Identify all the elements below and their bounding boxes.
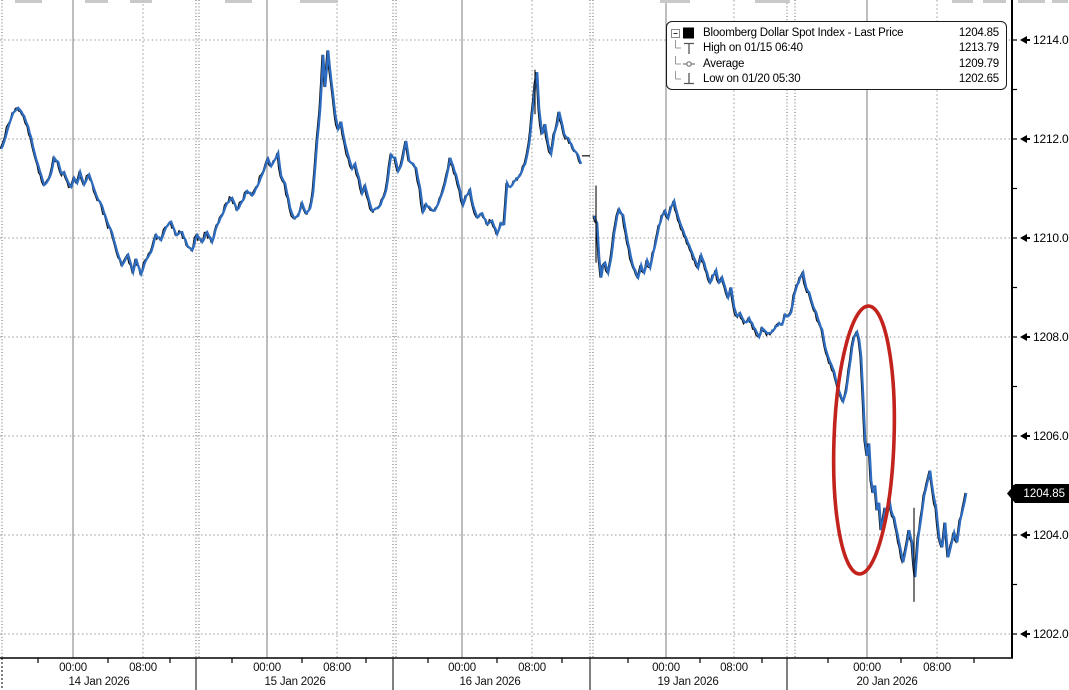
y-axis-tick-text: 1204.00 [1033, 528, 1069, 542]
axis-arrow-icon [1016, 135, 1027, 143]
x-axis-date-label-2: 16 Jan 2026 [459, 676, 521, 688]
cropped-text-artifact-3 [225, 0, 252, 3]
cropped-text-artifact-6 [755, 0, 790, 3]
cropped-text-artifact-0 [15, 0, 42, 3]
cropped-text-artifact-9 [1018, 0, 1045, 3]
cropped-text-artifact-4 [300, 0, 338, 3]
y-axis-label-1202: 1202.00 [1016, 627, 1069, 641]
y-axis-label-1210: 1210.00 [1016, 231, 1069, 245]
x-axis-time-label-00-1: 00:00 [253, 662, 281, 674]
axis-arrow-tail [1027, 138, 1030, 140]
low-value: 1202.65 [958, 73, 999, 86]
y-axis-label-1208: 1208.00 [1016, 330, 1069, 344]
axis-arrow-tail [1027, 534, 1030, 536]
series-value: 1204.85 [958, 26, 999, 39]
y-axis-tick-text: 1212.00 [1033, 132, 1069, 146]
cropped-text-artifact-7 [952, 0, 973, 3]
x-axis-time-label-00-0: 00:00 [59, 662, 87, 674]
cropped-text-artifact-1 [85, 0, 108, 3]
y-axis-label-1212: 1212.00 [1016, 132, 1069, 146]
last-price-tag: 1204.85 [1007, 484, 1069, 503]
high-value: 1213.79 [958, 42, 999, 55]
legend-row-last-price[interactable]: Bloomberg Dollar Spot Index - Last Price… [670, 25, 999, 41]
x-axis-date-label-1: 15 Jan 2026 [264, 676, 326, 688]
y-axis-tick-text: 1210.00 [1033, 231, 1069, 245]
x-axis-time-label-00-4: 00:00 [853, 662, 881, 674]
legend-row-low[interactable]: Low on 01/20 05:30 1202.65 [670, 71, 999, 88]
x-axis-time-label-08-3: 08:00 [720, 662, 748, 674]
x-axis-time-label-00-3: 00:00 [652, 662, 680, 674]
chart-legend: Bloomberg Dollar Spot Index - Last Price… [666, 21, 1007, 90]
y-axis-tick-text: 1214.00 [1033, 33, 1069, 47]
legend-row-high[interactable]: High on 01/15 06:40 1213.79 [670, 40, 999, 57]
axis-arrow-icon [1016, 432, 1027, 440]
cropped-text-artifact-10 [1052, 0, 1068, 3]
axis-arrow-tail [1027, 336, 1030, 338]
x-axis-time-label-08-1: 08:00 [323, 662, 351, 674]
axis-arrow-icon [1016, 630, 1027, 638]
x-axis-date-label-3: 19 Jan 2026 [657, 676, 719, 688]
axis-arrow-tail [1027, 237, 1030, 239]
y-axis-tick-text: 1206.00 [1033, 429, 1069, 443]
x-axis-time-label-08-4: 08:00 [923, 662, 951, 674]
cropped-text-artifact-8 [983, 0, 1006, 3]
y-axis-tick-text: 1208.00 [1033, 330, 1069, 344]
average-label: Average [703, 57, 745, 70]
average-value: 1209.79 [958, 57, 999, 70]
low-marker-icon [670, 71, 703, 88]
low-label: Low on 01/20 05:30 [703, 73, 801, 86]
x-axis-time-label-00-2: 00:00 [448, 662, 476, 674]
y-axis-label-1214: 1214.00 [1016, 33, 1069, 47]
tree-expand-and-series-swatch-icon[interactable] [670, 25, 703, 41]
axis-arrow-tail [1027, 633, 1030, 635]
axis-arrow-tail [1027, 39, 1030, 41]
legend-row-average[interactable]: Average 1209.79 [670, 55, 999, 72]
cropped-text-artifact-2 [130, 0, 152, 3]
y-axis-tick-text: 1202.00 [1033, 627, 1069, 641]
axis-arrow-icon [1016, 36, 1027, 44]
y-axis-label-1204: 1204.00 [1016, 528, 1069, 542]
axis-arrow-tail [1027, 435, 1030, 437]
x-axis-time-label-08-2: 08:00 [518, 662, 546, 674]
cropped-text-artifact-5 [660, 0, 690, 3]
axis-arrow-icon [1016, 333, 1027, 341]
high-label: High on 01/15 06:40 [703, 42, 803, 55]
series-label: Bloomberg Dollar Spot Index - Last Price [703, 26, 904, 39]
high-marker-icon [670, 40, 703, 57]
axis-arrow-icon [1016, 234, 1027, 242]
y-axis-label-1206: 1206.00 [1016, 429, 1069, 443]
x-axis-date-label-0: 14 Jan 2026 [68, 676, 130, 688]
x-axis-time-label-08-0: 08:00 [129, 662, 157, 674]
axis-arrow-icon [1016, 531, 1027, 539]
average-marker-icon [670, 55, 703, 72]
x-axis-date-label-4: 20 Jan 2026 [856, 676, 918, 688]
